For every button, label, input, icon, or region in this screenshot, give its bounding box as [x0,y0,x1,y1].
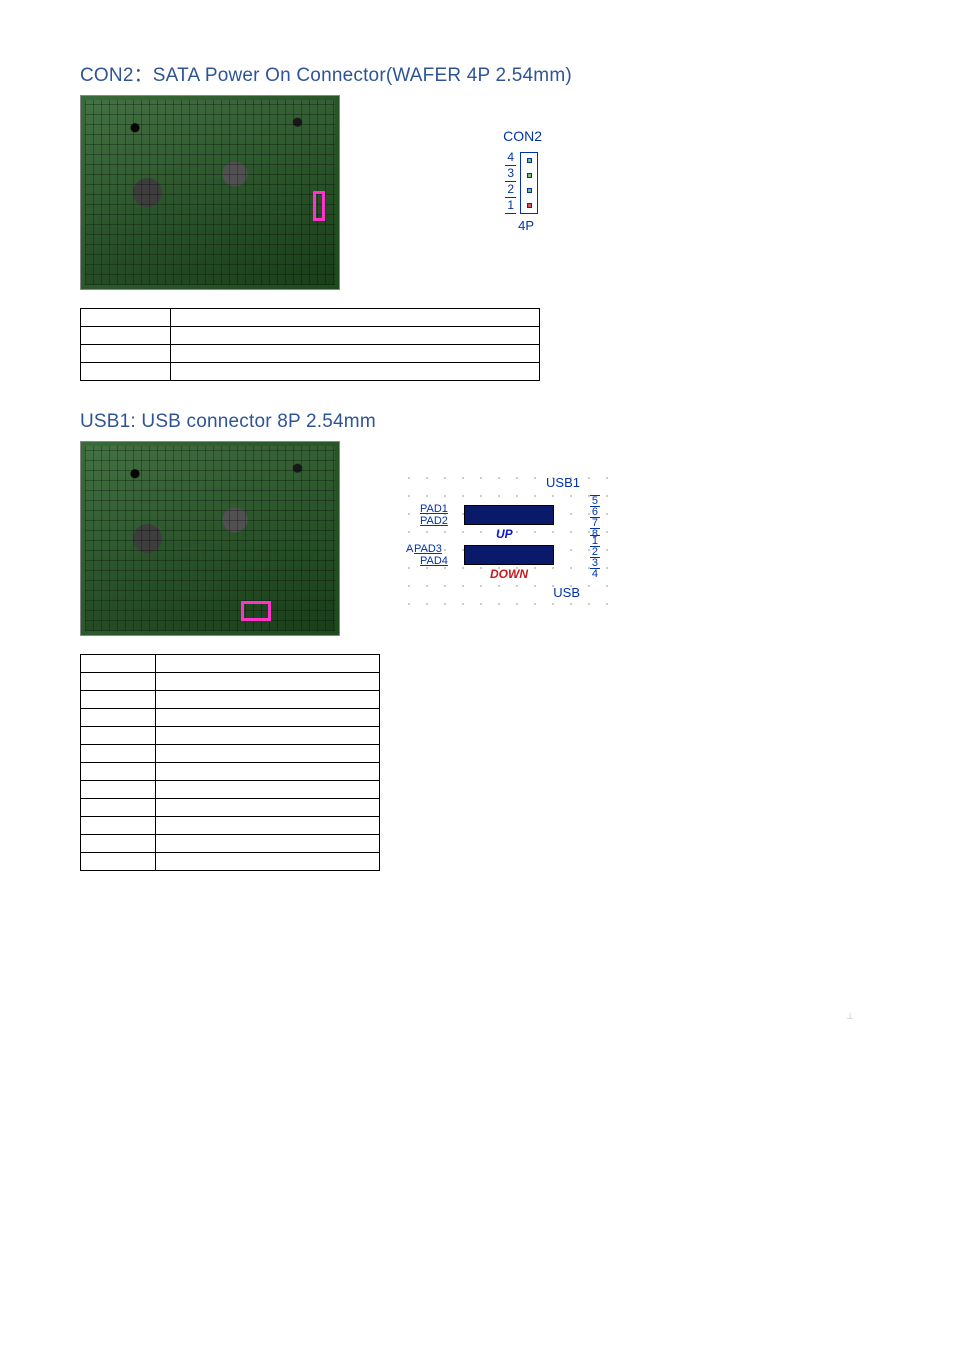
con2-diagram-label: CON2 [503,128,542,144]
usb1-table [80,654,380,871]
con2-title: CON2：SATA Power On Connector(WAFER 4P 2.… [80,60,874,87]
table-row [81,835,380,853]
table-row [81,363,540,381]
con2-pinhole [527,188,532,193]
usb1-right-nums-up: 5 6 7 8 [590,495,600,539]
usb1-diagram-label-top: USB1 [546,475,580,490]
con2-diagram: CON2 4 3 2 1 4P [440,128,560,258]
con2-row: CON2 4 3 2 1 4P [80,95,874,290]
table-row [81,745,380,763]
table-row [81,309,540,327]
con2-pin-2: 2 [505,182,516,198]
pin-2: 2 [590,546,600,557]
table-row [81,691,380,709]
con2-pinhole [527,173,532,178]
pin-1: 1 [590,535,600,546]
table-row [81,345,540,363]
con2-table [80,308,540,381]
pad3-label: PAD3 [414,543,442,555]
usb1-diagram-label-bottom: USB [553,585,580,600]
table-row [81,799,380,817]
table-row [81,727,380,745]
pad-a-label: A [406,543,413,555]
con2-pin-numbers: 4 3 2 1 [505,150,516,214]
table-row [81,853,380,871]
usb1-diagram: USB1 PAD1 PAD2 A PAD3 PAD4 UP DOWN 5 6 7… [400,469,620,609]
con2-pinhole [527,203,532,208]
con2-board-photo [80,95,340,290]
usb1-title: USB1: USB connector 8P 2.54mm [80,411,874,433]
usb1-down-block [464,545,554,565]
table-row [81,673,380,691]
pin-7: 7 [590,517,600,528]
con2-pin-3: 3 [505,166,516,182]
table-row [81,763,380,781]
usb1-up-text: UP [496,527,513,541]
pad1-label: PAD1 [420,503,448,515]
con2-pinhole [527,158,532,163]
table-row [81,327,540,345]
con2-highlight [313,191,325,221]
pin-3: 3 [590,557,600,568]
table-row [81,817,380,835]
table-row [81,709,380,727]
usb1-right-nums-dn: 1 2 3 4 [590,535,600,579]
pin-6: 6 [590,506,600,517]
pad4-label: PAD4 [420,555,448,567]
table-row [81,655,380,673]
usb1-down-text: DOWN [490,567,528,581]
pin-5: 5 [590,495,600,506]
con2-pin-4: 4 [505,150,516,166]
usb1-up-block [464,505,554,525]
con2-pin-1: 1 [505,198,516,214]
con2-connector-box [520,152,538,214]
usb1-row: USB1 PAD1 PAD2 A PAD3 PAD4 UP DOWN 5 6 7… [80,441,874,636]
con2-4p-label: 4P [518,218,534,233]
pad2-label: PAD2 [420,515,448,527]
page-footer-mark: ⊥ [80,1011,874,1022]
table-row [81,781,380,799]
usb1-board-photo [80,441,340,636]
pin-4: 4 [590,568,600,579]
usb1-highlight [241,601,271,621]
